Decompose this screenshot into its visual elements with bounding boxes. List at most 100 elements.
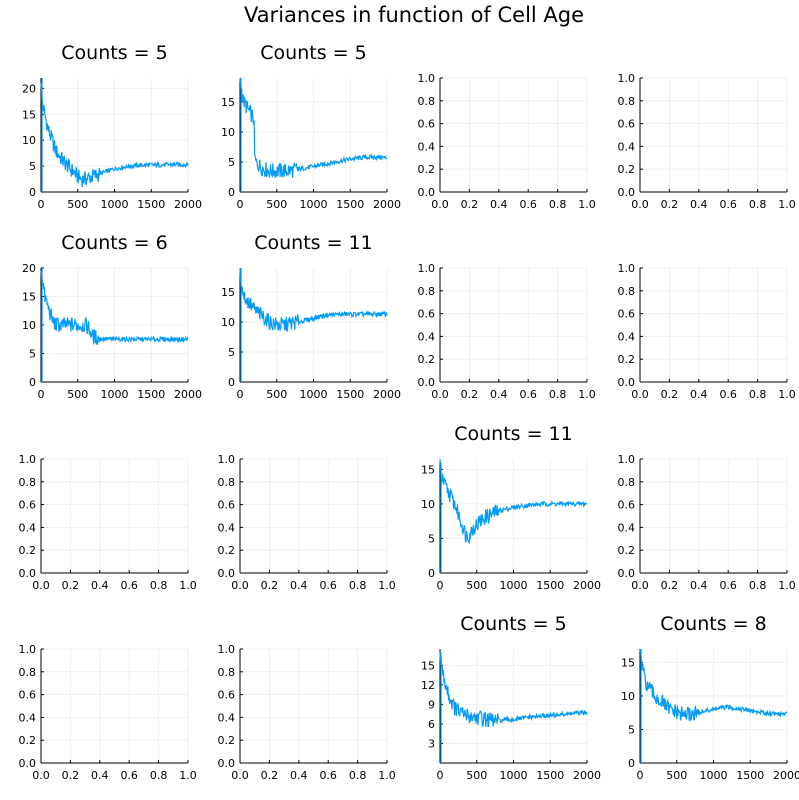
x-tick-label: 1500 bbox=[336, 388, 364, 401]
y-tick-label: 0.8 bbox=[218, 666, 236, 679]
x-tick-label: 0.4 bbox=[490, 388, 508, 401]
x-tick-label: 0.8 bbox=[749, 198, 767, 211]
x-tick-label: 1.0 bbox=[378, 769, 396, 782]
y-tick-label: 0.6 bbox=[418, 308, 436, 321]
y-tick-label: 0.0 bbox=[19, 567, 37, 580]
y-tick-label: 0.0 bbox=[19, 757, 37, 770]
y-tick-label: 0.0 bbox=[418, 376, 436, 389]
series-line bbox=[239, 77, 388, 179]
series-line bbox=[439, 458, 588, 545]
y-tick-label: 0.2 bbox=[618, 163, 636, 176]
series-line bbox=[239, 267, 388, 332]
panel-13: 0.0 0.2 0.4 0.6 0.8 1.0 0.0 0.2 0.4 0.6 0.8 1.0 bbox=[19, 643, 197, 782]
y-tick-label: 5 bbox=[428, 532, 435, 545]
x-tick-label: 0.6 bbox=[120, 769, 138, 782]
x-tick-label: 0.6 bbox=[319, 769, 337, 782]
y-tick-label: 0.8 bbox=[418, 285, 436, 298]
x-tick-label: 500 bbox=[466, 769, 487, 782]
x-tick-label: 1500 bbox=[736, 769, 764, 782]
x-tick-label: 0.4 bbox=[290, 579, 308, 592]
x-tick-label: 0.6 bbox=[519, 388, 537, 401]
x-tick-label: 0 bbox=[38, 388, 45, 401]
y-tick-label: 5 bbox=[228, 156, 235, 169]
panel-title: Counts = 6 bbox=[61, 232, 167, 254]
y-tick-label: 15 bbox=[22, 108, 36, 121]
y-tick-label: 0.4 bbox=[218, 521, 236, 534]
x-tick-label: 0.2 bbox=[461, 198, 479, 211]
y-tick-label: 15 bbox=[221, 96, 235, 109]
y-tick-label: 0.0 bbox=[618, 567, 636, 580]
y-tick-label: 0.4 bbox=[418, 140, 436, 153]
x-tick-label: 0.8 bbox=[349, 769, 367, 782]
x-tick-label: 0.8 bbox=[749, 579, 767, 592]
y-tick-label: 15 bbox=[221, 286, 235, 299]
x-tick-label: 500 bbox=[67, 198, 88, 211]
y-tick-label: 1.0 bbox=[19, 453, 37, 466]
y-tick-label: 3 bbox=[428, 737, 435, 750]
x-tick-label: 0.2 bbox=[661, 388, 679, 401]
y-tick-label: 0 bbox=[29, 376, 36, 389]
y-tick-label: 5 bbox=[29, 348, 36, 361]
y-tick-label: 0.8 bbox=[618, 285, 636, 298]
y-tick-label: 0.2 bbox=[418, 163, 436, 176]
y-tick-label: 10 bbox=[221, 316, 235, 329]
panel-5: 0 500 1000 1500 2000 0 5 10 15 20 Counts = 6 bbox=[22, 232, 202, 401]
x-tick-label: 1.0 bbox=[378, 579, 396, 592]
x-tick-label: 0.2 bbox=[261, 769, 279, 782]
x-tick-label: 0.0 bbox=[231, 579, 249, 592]
x-tick-label: 2000 bbox=[373, 198, 401, 211]
x-tick-label: 0.8 bbox=[150, 769, 168, 782]
y-tick-label: 0.0 bbox=[618, 376, 636, 389]
y-tick-label: 0.4 bbox=[19, 711, 37, 724]
series-line bbox=[40, 83, 189, 187]
x-tick-label: 0.4 bbox=[490, 198, 508, 211]
x-tick-label: 0.0 bbox=[631, 198, 649, 211]
panel-title: Counts = 5 bbox=[61, 42, 167, 64]
x-tick-label: 0.2 bbox=[661, 579, 679, 592]
x-tick-label: 0.0 bbox=[32, 769, 50, 782]
y-tick-label: 0.6 bbox=[618, 118, 636, 131]
panel-7: 0.0 0.2 0.4 0.6 0.8 1.0 0.0 0.2 0.4 0.6 0.8 1.0 bbox=[418, 262, 596, 401]
y-tick-label: 20 bbox=[22, 82, 36, 95]
x-tick-label: 1.0 bbox=[578, 388, 596, 401]
y-tick-label: 9 bbox=[428, 698, 435, 711]
panel-title: Counts = 11 bbox=[454, 423, 573, 445]
y-tick-label: 0.4 bbox=[218, 711, 236, 724]
y-tick-label: 0.2 bbox=[218, 544, 236, 557]
y-tick-label: 0.4 bbox=[618, 521, 636, 534]
panel-11: 0 500 1000 1500 2000 0 5 10 15 Counts = 11 bbox=[421, 423, 601, 592]
y-tick-label: 5 bbox=[228, 346, 235, 359]
y-tick-label: 0.4 bbox=[19, 521, 37, 534]
y-tick-label: 10 bbox=[421, 498, 435, 511]
x-tick-label: 0.4 bbox=[91, 579, 109, 592]
y-tick-label: 6 bbox=[428, 718, 435, 731]
y-tick-label: 0.2 bbox=[418, 353, 436, 366]
y-tick-label: 20 bbox=[22, 262, 36, 275]
x-tick-label: 0.2 bbox=[261, 579, 279, 592]
x-tick-label: 2000 bbox=[373, 388, 401, 401]
x-tick-label: 0.4 bbox=[290, 769, 308, 782]
y-tick-label: 15 bbox=[421, 463, 435, 476]
y-tick-label: 0.0 bbox=[218, 567, 236, 580]
y-tick-label: 15 bbox=[22, 291, 36, 304]
x-tick-label: 0.2 bbox=[461, 388, 479, 401]
panel-6: 0 500 1000 1500 2000 0 5 10 15 Counts = 11 bbox=[221, 232, 401, 401]
y-tick-label: 0 bbox=[428, 567, 435, 580]
x-tick-label: 1000 bbox=[101, 388, 129, 401]
x-tick-label: 1500 bbox=[536, 769, 564, 782]
y-tick-label: 1.0 bbox=[218, 453, 236, 466]
y-tick-label: 10 bbox=[221, 126, 235, 139]
y-tick-label: 1.0 bbox=[618, 72, 636, 85]
x-tick-label: 0.4 bbox=[690, 388, 708, 401]
x-tick-label: 1000 bbox=[300, 198, 328, 211]
x-tick-label: 500 bbox=[666, 769, 687, 782]
panel-title: Counts = 5 bbox=[460, 613, 566, 635]
panel-2: 0 500 1000 1500 2000 0 5 10 15 Counts = 5 bbox=[221, 42, 401, 211]
x-tick-label: 0.6 bbox=[719, 579, 737, 592]
x-tick-label: 0.6 bbox=[319, 579, 337, 592]
x-tick-label: 1.0 bbox=[778, 388, 796, 401]
x-tick-label: 1000 bbox=[500, 769, 528, 782]
panel-grid: 0 500 1000 1500 2000 0 5 10 15 20 Counts = 5 0 500 10… bbox=[19, 42, 799, 782]
y-tick-label: 10 bbox=[621, 690, 635, 703]
y-tick-label: 0.2 bbox=[618, 353, 636, 366]
